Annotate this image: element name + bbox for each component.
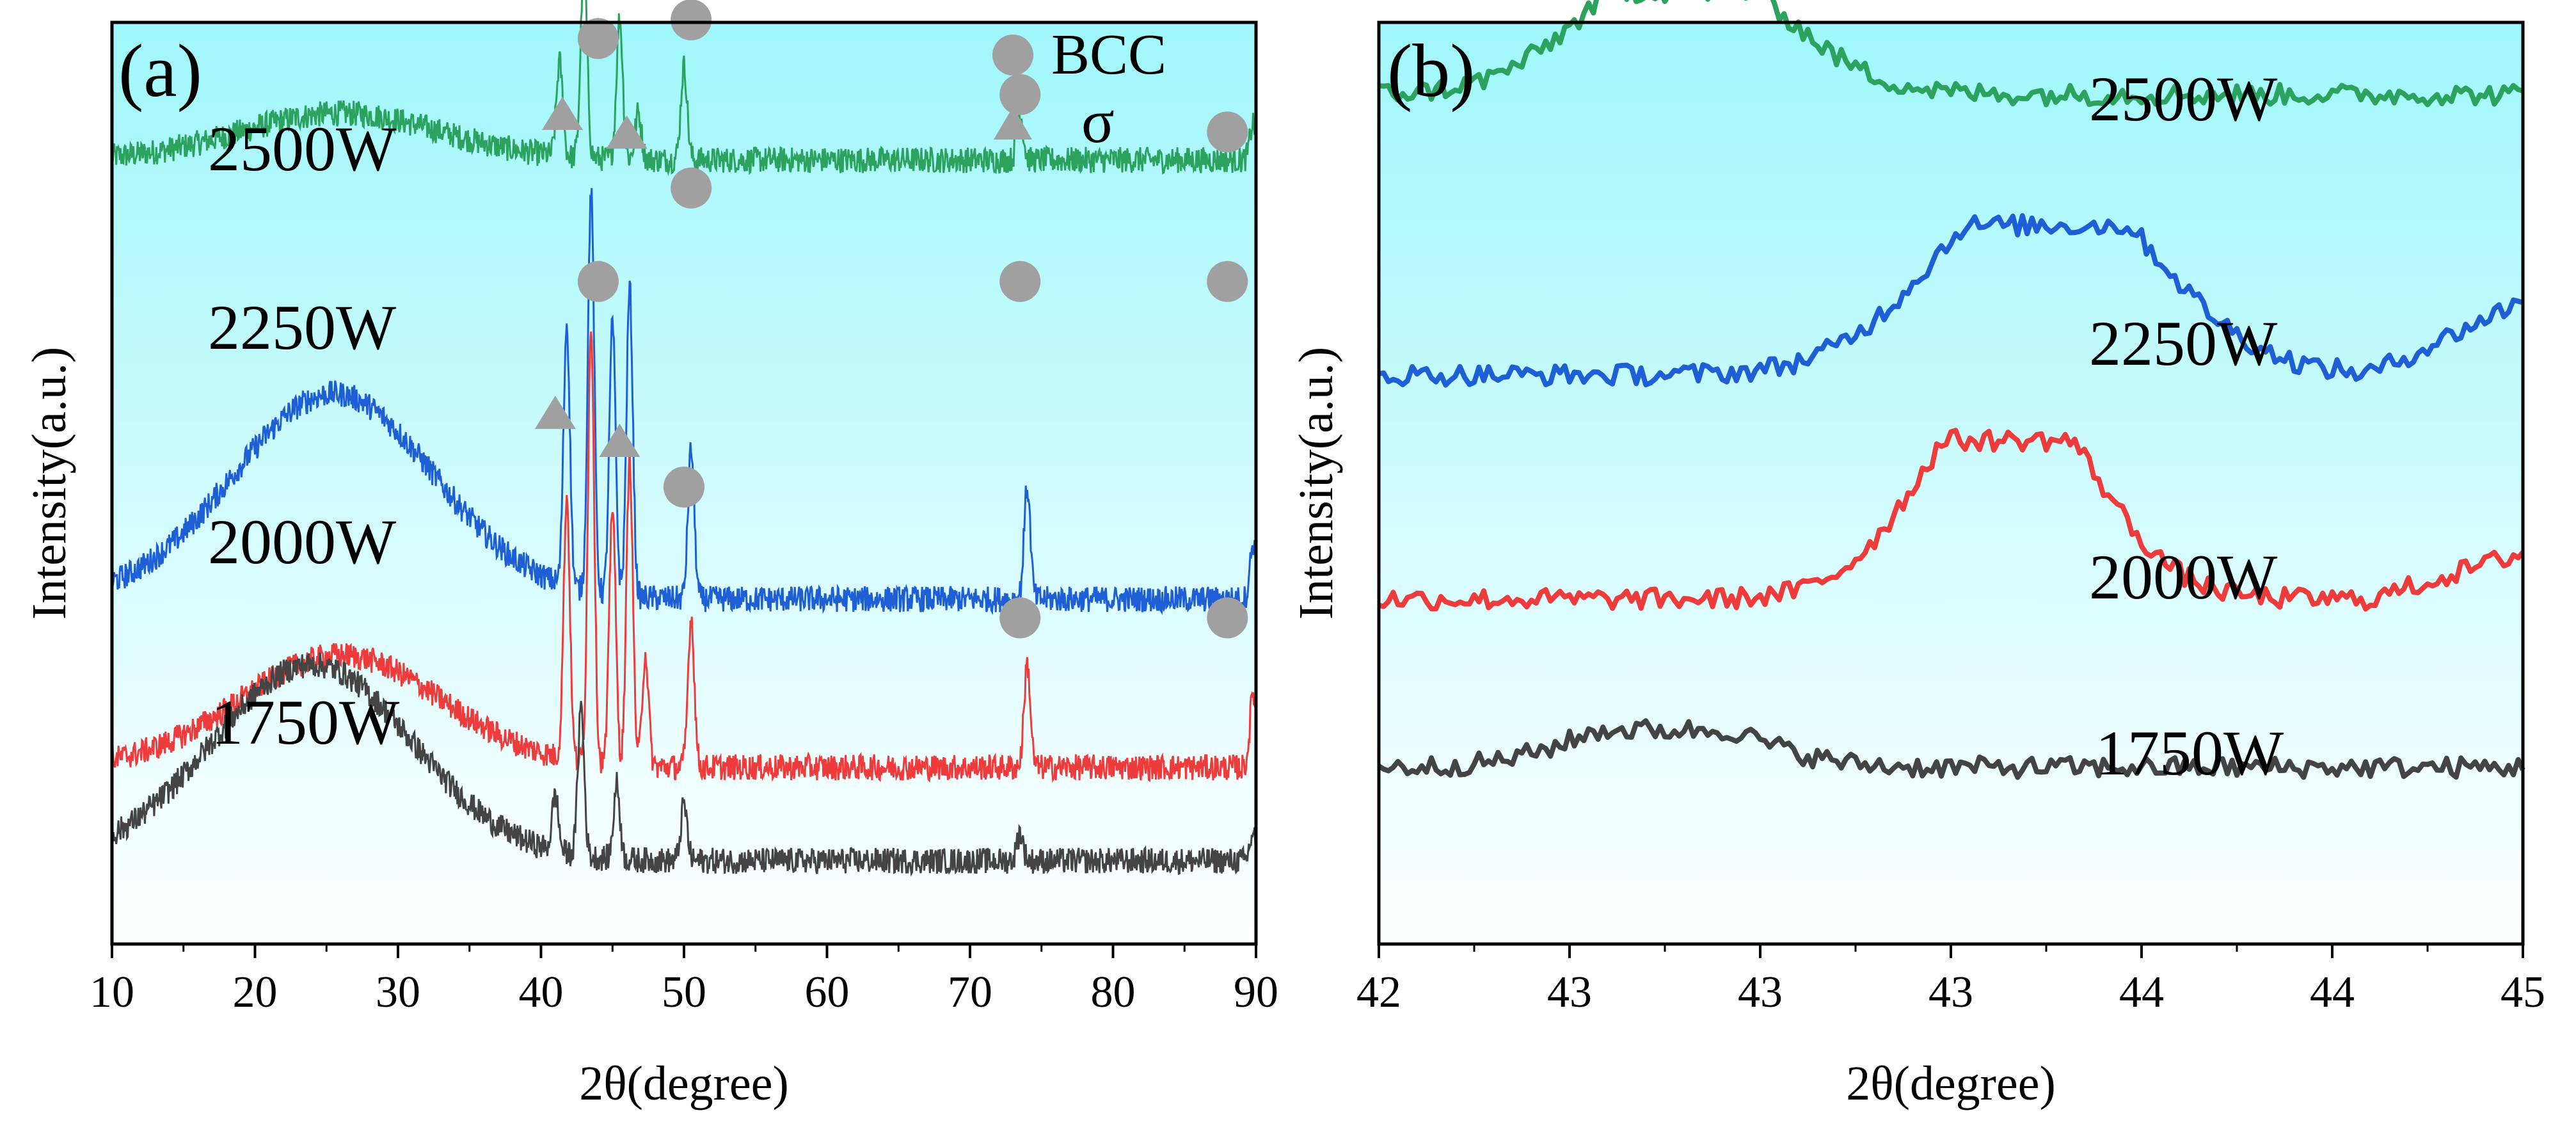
panel-a-x-axis-label: 2θ(degree) bbox=[579, 1057, 789, 1110]
panel-b-plot-area bbox=[1379, 22, 2523, 944]
legend-circle-marker bbox=[992, 35, 1033, 76]
panel-a-x-tick-label: 20 bbox=[233, 968, 278, 1017]
panel-a: 10 20 30 40 50 60 70 80 90 (a) BCC σ 2500W 2250W… bbox=[22, 0, 1278, 1110]
panel-b-series-label-2500w: 2500W bbox=[2089, 63, 2278, 134]
bcc-peak-marker bbox=[664, 467, 704, 508]
panel-a-x-tick-label: 10 bbox=[90, 968, 134, 1017]
sigma-peak-marker bbox=[542, 97, 584, 130]
panel-a-series-label-1750w: 1750W bbox=[211, 687, 400, 758]
zoom-series-line-2500w bbox=[1378, 0, 2524, 108]
panel-a-y-axis-label: Intensity(a.u.) bbox=[22, 347, 76, 620]
sigma-peak-marker bbox=[599, 424, 640, 457]
bcc-peak-marker bbox=[671, 167, 712, 209]
bcc-peak-marker bbox=[1207, 597, 1248, 639]
panel-b-x-tick-label: 43 bbox=[1928, 968, 1973, 1017]
panel-b-x-tick-label: 43 bbox=[1547, 968, 1592, 1017]
panel-a-x-tick-label: 50 bbox=[662, 968, 706, 1017]
panel-a-x-tick-label: 30 bbox=[376, 968, 420, 1017]
panel-b-x-tick-label: 44 bbox=[2310, 968, 2355, 1017]
bcc-peak-marker bbox=[577, 260, 619, 302]
panel-b-x-axis-label: 2θ(degree) bbox=[1846, 1057, 2056, 1110]
panel-a-series-label-2000w: 2000W bbox=[208, 506, 397, 577]
panel-b-label: (b) bbox=[1387, 29, 1475, 113]
zoom-series-line-2000w bbox=[1378, 428, 2525, 612]
legend-label-bcc: BCC bbox=[1051, 23, 1166, 86]
panel-a-series-label-2250w: 2250W bbox=[208, 292, 397, 363]
legend-triangle-marker bbox=[994, 107, 1032, 140]
zoom-series-line-2250w bbox=[1378, 213, 2524, 388]
bcc-peak-marker bbox=[671, 0, 712, 40]
legend: BCC σ bbox=[992, 23, 1166, 156]
bcc-peak-marker bbox=[999, 260, 1041, 302]
zoom-series-line-1750w bbox=[1377, 718, 2525, 780]
bcc-peak-marker bbox=[999, 74, 1041, 115]
panel-a-series-label-2500w: 2500W bbox=[208, 113, 397, 184]
sigma-peak-marker bbox=[606, 115, 648, 149]
panel-b-series-label-2000w: 2000W bbox=[2089, 541, 2278, 613]
sigma-peak-marker bbox=[534, 396, 576, 429]
panel-a-x-tick-label: 90 bbox=[1234, 968, 1278, 1017]
panel-a-x-tick-label: 80 bbox=[1091, 968, 1136, 1017]
legend-label-sigma: σ bbox=[1081, 87, 1115, 156]
panel-a-x-tick-label: 60 bbox=[805, 968, 850, 1017]
series-line-1750w bbox=[111, 652, 1257, 877]
series-line-2500w bbox=[111, 0, 1257, 177]
panel-b-series-label-1750w: 1750W bbox=[2095, 717, 2284, 789]
panel-b-x-tick-label: 44 bbox=[2119, 968, 2164, 1017]
bcc-peak-marker bbox=[1207, 111, 1248, 153]
panel-a-x-tick-label: 70 bbox=[948, 968, 992, 1017]
panel-b: 42 43 43 43 44 44 45 (b) 2500W 2250W 2000W 175… bbox=[1289, 0, 2545, 1110]
bcc-peak-marker bbox=[1207, 260, 1248, 302]
panel-b-y-axis-label: Intensity(a.u.) bbox=[1289, 347, 1343, 620]
panel-b-x-tick-label: 43 bbox=[1738, 968, 1783, 1017]
bcc-peak-marker bbox=[577, 18, 619, 60]
series-line-2250w bbox=[111, 188, 1257, 616]
panel-b-x-tick-label: 42 bbox=[1356, 968, 1401, 1017]
panel-a-label: (a) bbox=[118, 29, 202, 113]
bcc-peak-marker bbox=[999, 597, 1041, 639]
panel-a-x-tick-label: 40 bbox=[519, 968, 564, 1017]
panel-b-series-label-2250w: 2250W bbox=[2089, 308, 2278, 379]
panel-b-x-tick-label: 45 bbox=[2500, 968, 2545, 1017]
